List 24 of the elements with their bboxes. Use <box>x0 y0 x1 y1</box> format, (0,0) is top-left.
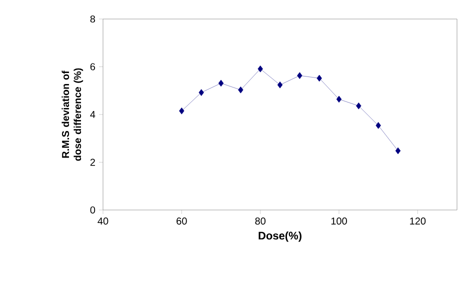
x-tick-label: 80 <box>255 218 266 225</box>
y-tick-label: 6 <box>90 63 96 70</box>
point <box>277 81 283 88</box>
y-tick-label: 4 <box>90 111 96 118</box>
x-tick-label: 100 <box>331 218 347 225</box>
point <box>198 89 204 96</box>
point <box>238 86 244 94</box>
point <box>258 65 263 72</box>
point <box>316 74 322 82</box>
x-tick-label: 120 <box>410 218 426 225</box>
point <box>179 108 184 114</box>
point <box>297 72 302 79</box>
y-tick-label: 2 <box>90 158 95 166</box>
x-axis-title: Dose(%) <box>258 231 302 242</box>
point <box>218 80 224 87</box>
point <box>336 96 342 103</box>
y-axis-title: R.M.S deviation of dose difference (%) <box>62 68 84 161</box>
x-tick-label: 40 <box>98 218 108 225</box>
y-tick-label: 0 <box>90 206 96 214</box>
point <box>356 102 362 110</box>
point <box>395 147 401 154</box>
point <box>376 122 381 129</box>
x-tick-label: 60 <box>176 218 187 225</box>
y-tick-label: 8 <box>90 15 96 23</box>
